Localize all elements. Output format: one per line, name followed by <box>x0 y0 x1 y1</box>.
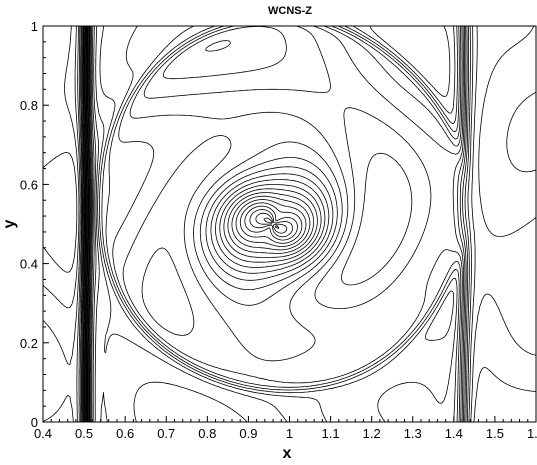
y-axis-label: y <box>1 219 18 228</box>
contour-level <box>163 26 467 423</box>
contour-level <box>99 25 458 423</box>
x-tick-label: 1 <box>286 426 293 441</box>
y-tick-label: 1 <box>31 19 38 34</box>
x-tick-label: 0.9 <box>239 426 257 441</box>
contour-level <box>82 26 86 422</box>
contour-level <box>87 26 298 422</box>
contour-level <box>112 25 463 423</box>
x-tick-label: 0.7 <box>157 426 175 441</box>
x-tick-label: 1.3 <box>404 426 422 441</box>
x-tick-label: 0.6 <box>116 426 134 441</box>
contour-level <box>86 26 280 422</box>
y-tick-label: 0 <box>31 415 38 430</box>
chart-title: WCNS-Z <box>268 5 312 17</box>
contour-level <box>42 25 80 309</box>
contour-level <box>205 25 468 422</box>
y-axis-ticks: 0 0.2 0.4 0.6 0.8 1 <box>20 19 49 430</box>
contour-level <box>468 25 478 423</box>
contour-level <box>101 25 460 423</box>
contour-level <box>76 26 82 423</box>
contour-level <box>87 26 293 422</box>
contour-level <box>91 26 318 422</box>
contour-level <box>78 26 83 423</box>
contour-level <box>473 91 537 423</box>
x-tick-label: 0.4 <box>34 426 52 441</box>
contour-level <box>81 26 84 422</box>
contour-level <box>81 26 85 422</box>
contour-level <box>464 26 471 423</box>
contour-level <box>85 26 88 422</box>
contour-level <box>85 26 88 422</box>
contour-level <box>42 25 81 423</box>
x-tick-label: 1.6 <box>527 426 537 441</box>
y-tick-label: 0.4 <box>20 257 38 272</box>
contour-level <box>462 26 469 422</box>
contour-level <box>89 26 307 422</box>
contour-lines <box>42 25 537 423</box>
plot-frame <box>42 25 537 423</box>
contour-level <box>105 25 462 423</box>
contour-level <box>467 26 474 422</box>
y-tick-label: 0.8 <box>20 98 38 113</box>
x-tick-label: 1.1 <box>322 426 340 441</box>
contour-level <box>79 26 84 422</box>
x-tick-label: 1.4 <box>445 426 463 441</box>
y-tick-label: 0.2 <box>20 336 38 351</box>
x-axis-label: x <box>283 445 292 460</box>
contour-level <box>90 26 311 422</box>
x-tick-label: 1.5 <box>486 426 504 441</box>
contour-level <box>86 26 288 422</box>
y-tick-label: 0.6 <box>20 177 38 192</box>
contour-level <box>42 152 78 273</box>
x-tick-label: 0.8 <box>198 426 216 441</box>
contour-level <box>93 25 451 423</box>
x-tick-label: 0.5 <box>75 426 93 441</box>
contour-level <box>470 25 537 422</box>
contour-level <box>88 26 303 422</box>
contour-level <box>122 25 464 423</box>
contour-level <box>141 25 465 422</box>
x-tick-label: 1.2 <box>363 426 381 441</box>
contour-level <box>84 26 87 422</box>
